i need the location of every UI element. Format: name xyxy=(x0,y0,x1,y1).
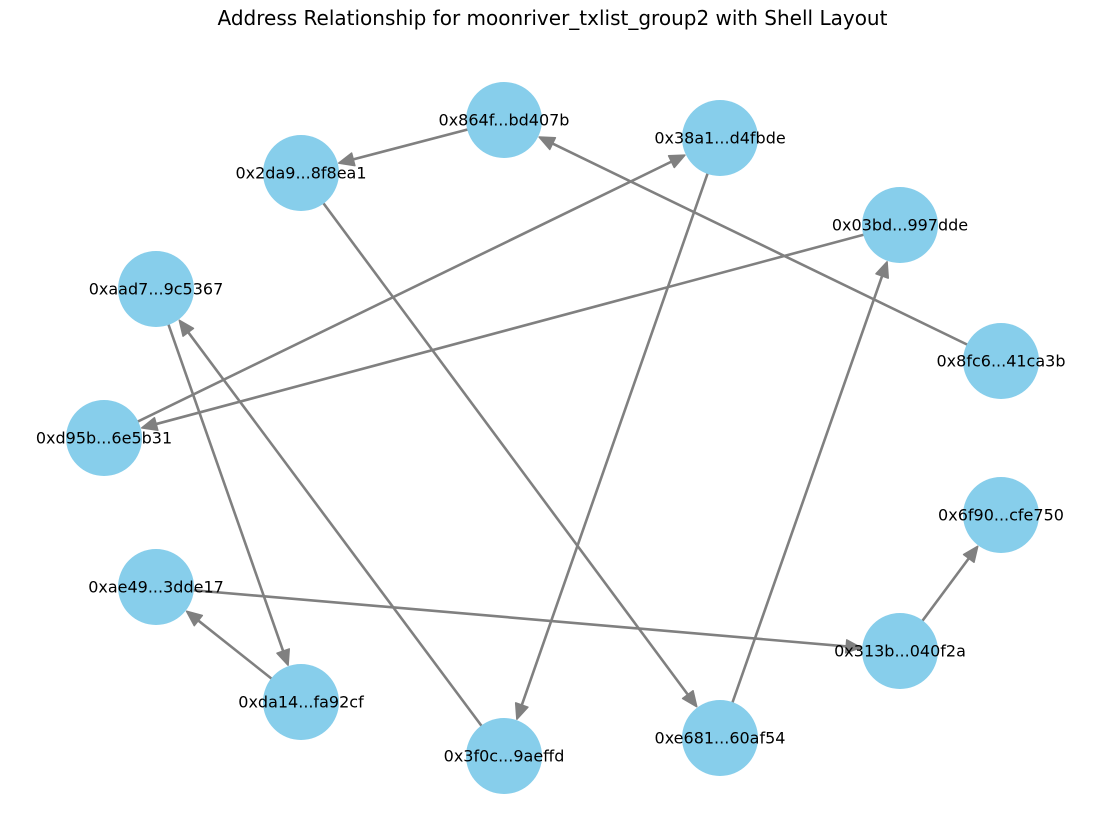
edge-arrowhead xyxy=(140,417,159,432)
edge-arrowhead xyxy=(667,154,686,169)
node-circle xyxy=(963,477,1039,553)
edge-line xyxy=(154,288,286,654)
node-circle xyxy=(682,100,758,176)
node-nda14: 0xda14...fa92cf xyxy=(238,664,364,740)
node-circle xyxy=(118,251,194,327)
node-label: 0x864f...bd407b xyxy=(439,111,570,130)
edge-line xyxy=(103,159,674,440)
edge-n03bd-nd95b xyxy=(140,223,901,432)
edge-n2da9-ne681 xyxy=(299,172,698,708)
node-label: 0x3f0c...9aeffd xyxy=(444,747,565,766)
node-n8fc6: 0x8fc6...41ca3b xyxy=(937,323,1066,399)
node-n2da9: 0x2da9...8f8ea1 xyxy=(235,135,367,211)
edge-arrowhead xyxy=(962,545,979,563)
edge-line xyxy=(153,223,901,426)
node-label: 0x2da9...8f8ea1 xyxy=(235,164,366,183)
node-naad7: 0xaad7...9c5367 xyxy=(89,251,224,327)
node-n03bd: 0x03bd...997dde xyxy=(832,187,968,263)
node-circle xyxy=(263,135,339,211)
edge-arrowhead xyxy=(681,690,698,708)
node-circle xyxy=(963,323,1039,399)
node-circle xyxy=(466,82,542,158)
edge-arrowhead xyxy=(337,152,356,167)
node-circle xyxy=(862,613,938,689)
node-label: 0xd95b...6e5b31 xyxy=(36,429,172,448)
node-label: 0x8fc6...41ca3b xyxy=(937,352,1066,371)
node-circle xyxy=(466,718,542,794)
node-label: 0x38a1...d4fbde xyxy=(654,129,785,148)
node-nae49: 0xae49...3dde17 xyxy=(88,549,224,625)
edge-arrowhead xyxy=(514,702,529,720)
edge-line xyxy=(550,141,1002,363)
node-n38a1: 0x38a1...d4fbde xyxy=(654,100,786,176)
edge-arrowhead xyxy=(276,648,290,666)
edge-arrowhead xyxy=(178,319,195,337)
edge-line xyxy=(718,273,885,739)
edge-line xyxy=(299,172,691,698)
edge-line xyxy=(519,137,722,708)
node-label: 0x313b...040f2a xyxy=(834,642,966,661)
edge-arrowhead xyxy=(844,639,862,654)
node-label: 0xae49...3dde17 xyxy=(88,578,224,597)
node-ne681: 0xe681...60af54 xyxy=(655,700,786,776)
node-circle xyxy=(682,700,758,776)
node-n864f: 0x864f...bd407b xyxy=(439,82,570,158)
node-label: 0x6f90...cfe750 xyxy=(938,506,1064,525)
node-label: 0x03bd...997dde xyxy=(832,216,968,235)
node-label: 0xe681...60af54 xyxy=(655,729,786,748)
node-circle xyxy=(263,664,339,740)
node-n3f0c: 0x3f0c...9aeffd xyxy=(444,718,565,794)
node-label: 0xda14...fa92cf xyxy=(238,693,364,712)
edge-naad7-nda14 xyxy=(154,288,290,666)
node-circle xyxy=(862,187,938,263)
edge-ne681-n03bd xyxy=(718,261,890,739)
diagram-title: Address Relationship for moonriver_txlis… xyxy=(217,6,888,30)
edge-arrowhead xyxy=(538,136,557,151)
edge-arrowhead xyxy=(185,610,204,627)
node-nd95b: 0xd95b...6e5b31 xyxy=(36,400,172,476)
edge-n38a1-n3f0c xyxy=(514,137,722,720)
node-n6f90: 0x6f90...cfe750 xyxy=(938,477,1064,553)
nodes-layer: 0x864f...bd407b 0x38a1...d4fbde 0x2da9...8… xyxy=(36,82,1066,794)
edge-nd95b-n38a1 xyxy=(103,154,686,440)
node-circle xyxy=(118,549,194,625)
edge-line xyxy=(155,585,849,648)
node-circle xyxy=(66,400,142,476)
edge-n8fc6-n864f xyxy=(538,136,1002,363)
edge-n3f0c-naad7 xyxy=(178,319,506,757)
edge-arrowhead xyxy=(875,261,890,279)
edge-line xyxy=(186,329,506,757)
node-label: 0xaad7...9c5367 xyxy=(89,280,224,299)
edge-nae49-n313b xyxy=(155,585,862,654)
node-n313b: 0x313b...040f2a xyxy=(834,613,966,689)
